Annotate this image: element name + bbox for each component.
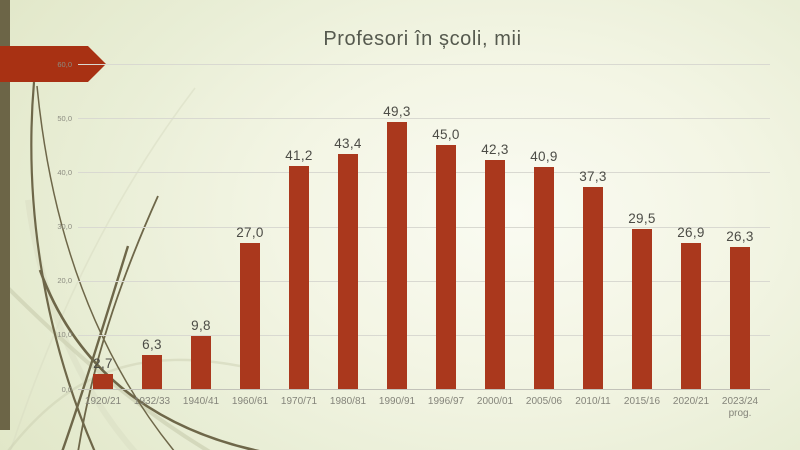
x-axis-label: 1932/33 [133,396,171,407]
bar [534,167,554,389]
gridline [78,64,770,65]
bar [632,229,652,389]
bar-value-label: 49,3 [383,103,411,119]
x-axis-label: 1990/91 [378,396,416,407]
x-axis-label: 1960/61 [231,396,269,407]
grass-blade [77,195,159,450]
bar-value-label: 43,4 [334,135,362,151]
bar [730,246,750,389]
x-axis-label: 2000/01 [476,396,514,407]
x-axis-label: 1940/41 [182,396,220,407]
grass-blade [9,87,196,450]
x-axis-label: 2010/11 [575,396,611,407]
grass-blade [0,278,211,450]
chart-title: Profesori în școli, mii [323,28,522,50]
y-axis-tick-label: 30,0 [57,222,72,231]
bar [93,374,113,389]
bar [583,186,603,389]
bar-value-label: 42,3 [481,141,509,157]
bar-value-label: 26,9 [677,225,705,241]
x-axis-label: 2005/06 [525,396,563,407]
bar-value-label: 9,8 [191,317,211,333]
bar-value-label: 29,5 [628,211,656,227]
grass-blade [25,199,138,450]
gridline [78,172,770,174]
bar [485,159,505,389]
bar [387,121,407,389]
bar [142,354,162,389]
bar [289,165,309,389]
bar-value-label: 41,2 [285,147,313,163]
bar-value-label: 2,7 [93,356,113,372]
y-axis-tick-label: 60,0 [57,59,72,69]
x-axis-label: 1996/97 [427,396,465,407]
gridline [78,334,770,336]
gridline [78,226,770,228]
gridline [78,118,770,120]
y-axis-tick-label: 50,0 [57,113,72,123]
x-axis-label: 2023/24 prog. [721,396,759,419]
bar-value-label: 6,3 [142,336,162,352]
grass-blade [30,81,96,450]
grass-blade [38,269,261,450]
x-axis-label: 1970/71 [280,396,318,407]
left-accent-bar [0,0,10,430]
bar-value-label: 27,0 [236,224,264,240]
x-axis-label: 1980/81 [329,396,367,407]
x-axis-label: 1920/21 [84,396,122,407]
bar [338,153,358,389]
grass-blade [36,85,175,450]
bar-value-label: 26,3 [726,228,754,244]
bar-value-label: 45,0 [432,127,460,143]
y-axis-tick-label: 40,0 [57,167,72,177]
x-axis-line [78,389,770,390]
x-axis-label: 2015/16 [623,396,661,407]
gridline [78,280,770,282]
bar [191,335,211,389]
y-axis-tick-label: 0,0 [61,384,72,394]
bar [240,242,260,389]
y-axis-tick-label: 10,0 [57,330,72,340]
bar [681,243,701,389]
y-axis-tick-label: 20,0 [57,276,72,286]
bar-value-label: 40,9 [530,149,558,165]
bar-value-label: 37,3 [579,168,607,184]
bar [436,145,456,389]
x-axis-label: 2020/21 [672,396,710,407]
